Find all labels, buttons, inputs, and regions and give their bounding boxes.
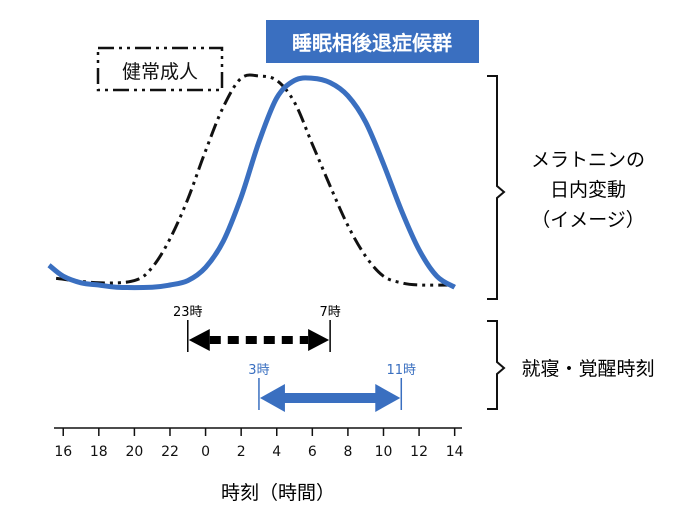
melatonin-label: メラトニンの 日内変動 （イメージ） <box>531 149 645 231</box>
legend-dsps-label: 睡眠相後退症候群 <box>292 31 452 55</box>
sleep-window-normal-end-label: 7時 <box>319 305 340 320</box>
legend-normal-box <box>96 46 224 92</box>
sleep-brace <box>487 320 506 410</box>
sleep-window-normal-arrowhead-right <box>308 329 330 351</box>
sleep-window-dsps-start-label: 3時 <box>248 363 269 378</box>
curves-group <box>47 73 456 290</box>
x-axis-title: 時刻（時間） <box>221 482 335 504</box>
sleep-windows-group: 23時 7時 3時 11時 <box>173 305 416 412</box>
legend-normal-label: 健常成人 <box>122 61 198 83</box>
series-normal-line <box>55 73 455 287</box>
x-tick-label: 14 <box>446 444 464 460</box>
x-tick-label: 12 <box>410 444 428 460</box>
x-tick-label: 8 <box>343 444 352 460</box>
x-tick-label: 10 <box>375 444 393 460</box>
melatonin-brace <box>487 75 506 300</box>
x-tick-label: 22 <box>161 444 179 460</box>
x-tick-label: 18 <box>90 444 108 460</box>
x-tick-label: 20 <box>125 444 143 460</box>
legend-dsps-box <box>266 20 479 63</box>
x-tick-label: 16 <box>54 444 72 460</box>
sleep-wake-label: 就寝・覚醒時刻 <box>521 358 654 380</box>
sleep-window-normal-start-label: 23時 <box>173 305 203 320</box>
melatonin-label-line-3: （イメージ） <box>531 209 645 231</box>
x-tick-label: 6 <box>308 444 317 460</box>
sleep-window-dsps-arrowhead-right <box>375 384 401 412</box>
x-axis-ticks: 16 18 20 22 0 2 4 6 8 10 12 14 <box>54 428 464 460</box>
x-tick-label: 2 <box>237 444 246 460</box>
x-tick-label: 0 <box>201 444 210 460</box>
series-dsps-line <box>47 75 456 290</box>
x-tick-label: 4 <box>272 444 281 460</box>
sleep-window-dsps-end-label: 11時 <box>387 363 417 378</box>
sleep-window-dsps-arrowhead-left <box>259 384 285 412</box>
melatonin-label-line-2: 日内変動 <box>550 179 626 201</box>
melatonin-label-line-1: メラトニンの <box>531 149 645 171</box>
sleep-window-normal-arrowhead-left <box>188 329 210 351</box>
